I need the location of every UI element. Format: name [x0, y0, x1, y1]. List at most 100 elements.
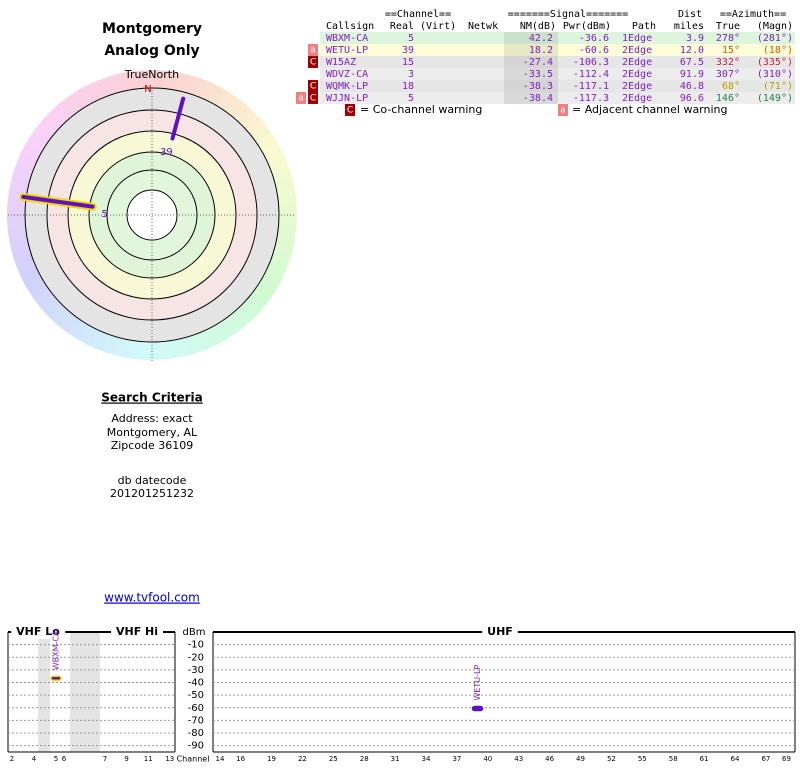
cell: WETU-LP — [326, 45, 368, 56]
x-tick-label: 67 — [761, 755, 770, 763]
cell: 18 — [402, 81, 414, 92]
cell: 12.0 — [680, 45, 704, 56]
cell: 2Edge — [622, 57, 652, 68]
y-tick-label: -20 — [188, 652, 204, 663]
row-background — [320, 32, 795, 44]
cell: -27.4 — [523, 57, 553, 68]
x-tick-label: 49 — [576, 755, 585, 763]
cell: 146° — [716, 93, 740, 104]
cell: (71°) — [763, 81, 793, 92]
column-header: Path — [632, 21, 656, 32]
group-header: ==Azimuth== — [720, 9, 786, 20]
column-header: (Magn) — [757, 21, 793, 32]
column-header: Netwk — [468, 21, 498, 32]
signal-label: WETU-LP — [473, 664, 482, 700]
group-header: =======Signal======= — [508, 9, 628, 20]
cell: W15AZ — [326, 57, 356, 68]
x-tick-label: 2 — [10, 755, 14, 763]
band-label-bg — [110, 625, 164, 639]
station-line — [21, 194, 95, 209]
nm-shade — [504, 80, 558, 92]
criteria-line: Address: exact — [111, 412, 193, 425]
x-tick-label: 25 — [329, 755, 338, 763]
cell: 3.9 — [686, 33, 704, 44]
station-table: ==Channel== =======Signal======= Dist ==Azi… — [296, 9, 795, 116]
y-tick-label: -50 — [188, 690, 204, 701]
warning-flag — [296, 92, 306, 104]
warning-flag-text: a — [310, 46, 316, 56]
y-tick-label: -40 — [188, 678, 204, 689]
x-tick-label: 69 — [782, 755, 791, 763]
title: Montgomery — [102, 21, 202, 37]
x-tick-label: 5 — [54, 755, 58, 763]
column-header: Callsign — [326, 21, 374, 32]
warning-flag-text: a — [560, 106, 566, 116]
datecode: 201201251232 — [110, 487, 194, 500]
cell: -36.6 — [579, 33, 609, 44]
station-line — [170, 96, 186, 141]
spectrum-chart: -10-20 -30 -40-50 -60-70 -80 -90 dBm Channel VHF… — [7, 625, 796, 764]
band-label: UHF — [487, 625, 513, 638]
warning-flag — [345, 104, 355, 116]
row-background — [320, 68, 795, 80]
datecode-label: db datecode — [118, 474, 187, 487]
legend-text: = Adjacent channel warning — [572, 103, 728, 116]
cell: 5 — [408, 33, 414, 44]
cell: 2Edge — [622, 69, 652, 80]
x-tick-label: 64 — [731, 755, 740, 763]
cell: 68° — [722, 81, 740, 92]
cell: WJJN-LP — [326, 93, 368, 104]
x-axis-label: Channel — [177, 755, 210, 764]
cell: 1Edge — [622, 33, 652, 44]
legend-text: = Co-channel warning — [360, 103, 482, 116]
nm-shade — [504, 44, 558, 56]
warning-flag-text: a — [298, 94, 304, 104]
station-label: 5 — [101, 209, 107, 220]
cell: 96.6 — [680, 93, 704, 104]
criteria-line: Montgomery, AL — [107, 426, 198, 439]
cell: 18.2 — [529, 45, 553, 56]
x-tick-label: 43 — [514, 755, 523, 763]
signal-label: WBXM-CA — [52, 630, 61, 670]
band-label-bg — [482, 625, 518, 639]
cell: (149°) — [757, 93, 793, 104]
cell: 91.9 — [680, 69, 704, 80]
x-tick-label: 22 — [298, 755, 307, 763]
cell: 3 — [408, 69, 414, 80]
cell: 15° — [722, 45, 740, 56]
cell: -38.3 — [523, 81, 553, 92]
x-tick-label: 61 — [700, 755, 709, 763]
warning-flag — [308, 92, 318, 104]
warning-flag-text: C — [310, 58, 316, 68]
x-tick-label: 7 — [103, 755, 107, 763]
cell: -112.4 — [573, 69, 609, 80]
criteria-line: Zipcode 36109 — [111, 439, 194, 452]
warning-flag — [308, 44, 318, 56]
x-tick-label: 6 — [62, 755, 67, 763]
cell: (310°) — [757, 69, 793, 80]
column-header: NM(dB) — [520, 21, 556, 32]
north-mark: N — [144, 84, 151, 95]
x-tick-label: 28 — [360, 755, 369, 763]
x-tick-label: 19 — [267, 755, 276, 763]
site-link[interactable]: www.tvfool.com — [104, 591, 200, 605]
cell: 2Edge — [622, 81, 652, 92]
warning-flag-text: C — [310, 82, 316, 92]
north-label: TrueNorth — [124, 68, 179, 81]
group-header: Dist — [678, 9, 702, 20]
cell: -33.5 — [523, 69, 553, 80]
cell: 42.2 — [529, 33, 553, 44]
column-header: Real — [390, 21, 414, 32]
x-tick-label: 13 — [165, 755, 174, 763]
cell: WDVZ-CA — [326, 69, 368, 80]
y-tick-label: -60 — [188, 703, 204, 714]
cell: -60.6 — [579, 45, 609, 56]
cell: 307° — [716, 69, 740, 80]
cell: WQMK-LP — [326, 81, 368, 92]
signal-marker — [50, 675, 62, 681]
row-background — [320, 44, 795, 56]
band-label: VHF Lo — [16, 625, 60, 638]
band-gap — [70, 632, 100, 752]
cell: 5 — [408, 93, 414, 104]
